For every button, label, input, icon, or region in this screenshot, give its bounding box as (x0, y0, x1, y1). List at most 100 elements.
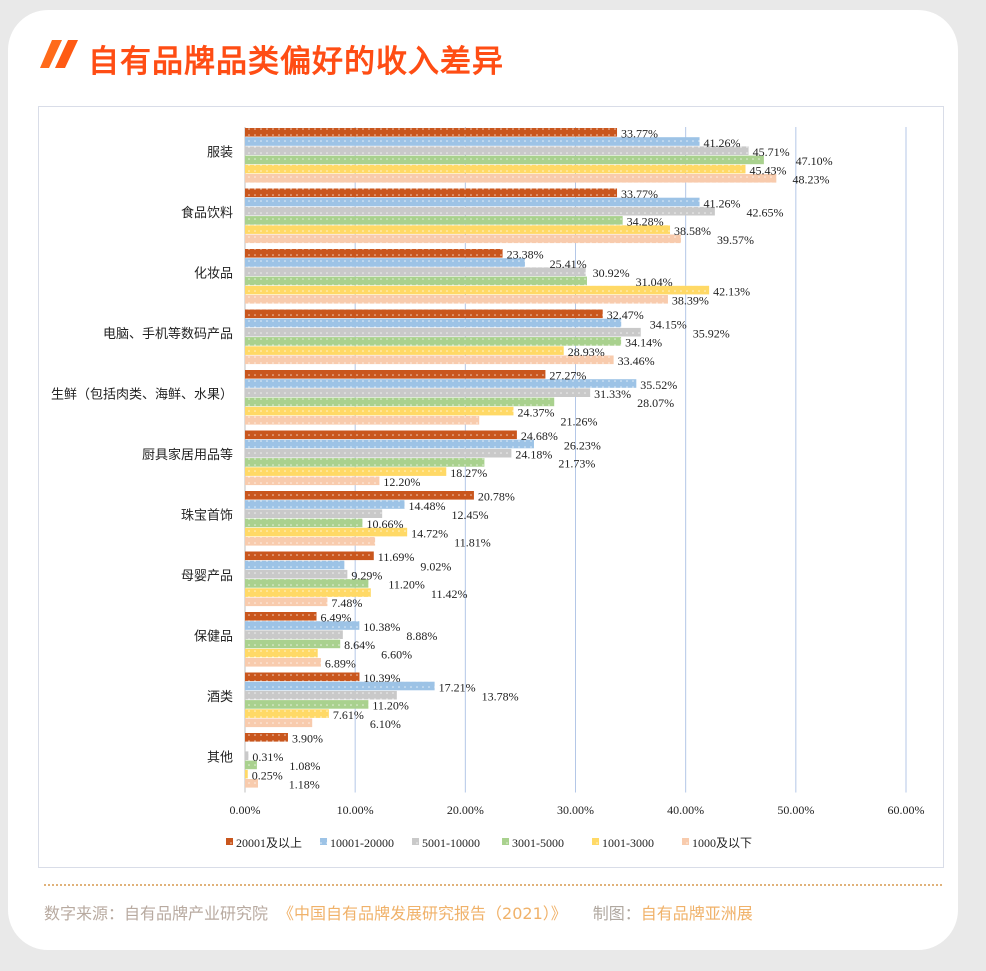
data-label: 14.72% (411, 526, 448, 540)
data-label: 10.38% (363, 620, 400, 634)
legend-label: 3001-5000 (512, 836, 564, 850)
data-label: 0.25% (252, 768, 283, 782)
bar (245, 612, 317, 621)
data-label: 12.20% (383, 475, 420, 489)
data-label: 21.73% (558, 457, 595, 471)
bar (245, 267, 586, 276)
data-label: 1.08% (289, 759, 320, 773)
made-label: 制图： (592, 904, 641, 923)
data-label: 1.18% (289, 778, 320, 792)
bar (245, 551, 374, 561)
category-label: 生鲜（包括肉类、海鲜、水果） (51, 387, 233, 402)
bar (245, 476, 380, 486)
data-label: 9.02% (420, 559, 451, 573)
data-label: 45.71% (753, 145, 790, 159)
data-label: 6.10% (370, 717, 401, 731)
data-label: 42.13% (713, 284, 750, 298)
data-label: 41.26% (704, 136, 741, 150)
bar (245, 137, 700, 146)
x-tick-label: 0.00% (230, 803, 261, 817)
data-label: 17.21% (439, 680, 476, 694)
data-label: 34.14% (625, 336, 662, 350)
bar (245, 370, 546, 379)
data-label: 31.04% (636, 275, 673, 289)
bar (245, 285, 710, 295)
data-label: 45.43% (749, 163, 786, 177)
data-label: 11.20% (372, 699, 409, 713)
bar (245, 690, 397, 700)
bar (245, 397, 555, 407)
category-label: 食品饮料 (181, 205, 233, 221)
bar (245, 439, 534, 449)
bar (245, 779, 258, 788)
data-label: 0.31% (252, 750, 283, 764)
data-label: 11.42% (431, 587, 468, 601)
data-label: 32.47% (607, 308, 644, 322)
data-label: 18.27% (450, 466, 487, 480)
bar (245, 327, 641, 337)
bar (245, 769, 248, 779)
bar (245, 146, 749, 155)
slash-logo-icon (40, 40, 78, 68)
source-report: 《中国自有品牌发展研究报告（2021）》 (278, 904, 567, 923)
data-label: 35.92% (693, 327, 730, 341)
data-label: 6.89% (325, 657, 356, 671)
data-label: 13.78% (482, 690, 519, 704)
data-label: 7.61% (333, 708, 364, 722)
bar (245, 318, 622, 328)
bar (245, 569, 348, 579)
data-label: 24.37% (517, 405, 554, 419)
bar (245, 206, 715, 216)
bar (245, 155, 764, 165)
category-label: 服装 (207, 145, 233, 160)
legend-swatch (502, 838, 510, 845)
bar (245, 197, 700, 207)
footer-divider (44, 884, 942, 886)
data-label: 8.64% (344, 638, 375, 652)
bar (245, 500, 405, 509)
data-label: 38.39% (672, 294, 709, 308)
data-label: 38.58% (674, 224, 711, 238)
bar (245, 621, 360, 630)
bar (245, 681, 435, 691)
data-label: 48.23% (792, 173, 829, 187)
bar (245, 355, 614, 365)
data-label: 34.28% (627, 215, 664, 229)
data-label: 33.46% (618, 354, 655, 368)
data-label: 35.52% (640, 378, 677, 392)
data-label: 10.39% (363, 671, 400, 685)
bar (245, 309, 603, 319)
bar (245, 295, 668, 304)
bar (245, 751, 249, 760)
bar (245, 588, 371, 597)
bar (245, 249, 503, 258)
bar (245, 225, 671, 234)
data-label: 21.26% (560, 415, 597, 429)
x-tick-label: 60.00% (888, 803, 925, 817)
data-label: 8.88% (406, 629, 437, 643)
data-label: 3.90% (292, 732, 323, 746)
bar (245, 597, 328, 607)
data-label: 10.66% (366, 517, 403, 531)
x-tick-label: 50.00% (777, 803, 814, 817)
data-label: 41.26% (704, 196, 741, 210)
data-label: 6.60% (381, 647, 412, 661)
bar (245, 276, 587, 286)
page-title: 自有品牌品类偏好的收入差异 (88, 44, 504, 80)
bar (245, 709, 329, 718)
bar (245, 509, 383, 518)
bar (245, 700, 369, 709)
bar (245, 639, 341, 649)
bar (245, 174, 777, 183)
data-label: 33.77% (621, 127, 658, 141)
data-label: 11.20% (388, 578, 425, 592)
bar (245, 258, 525, 267)
category-label: 珠宝首饰 (181, 508, 233, 523)
bar (245, 648, 318, 658)
data-label: 14.48% (409, 499, 446, 513)
legend-swatch (592, 838, 600, 845)
data-label: 11.81% (454, 536, 491, 550)
x-tick-label: 20.00% (447, 803, 484, 817)
bar (245, 379, 637, 388)
